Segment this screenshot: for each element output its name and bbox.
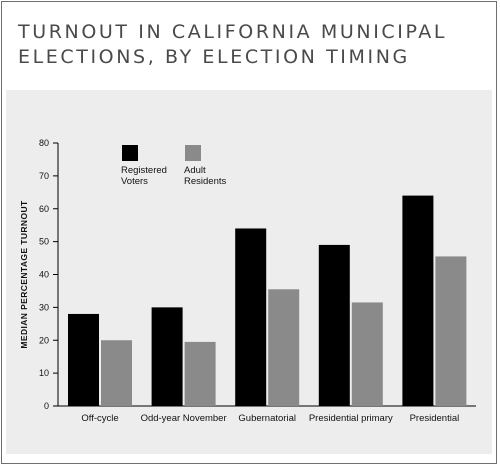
y-axis-title: MEDIAN PERCENTAGE TURNOUT	[19, 200, 29, 349]
bar-registered-voters-2	[151, 307, 183, 406]
y-tick-label: 10	[39, 368, 49, 378]
x-category-label: Presidential	[410, 413, 460, 424]
chart-title: TURNOUT IN CALIFORNIA MUNICIPAL ELECTION…	[18, 20, 447, 70]
bar-chart: 0 10 20 30 40 50 60 70 80 MEDIAN PERCENTAGE TURNO…	[19, 138, 476, 424]
bar-adult-residents-3	[268, 289, 300, 406]
bar-adult-residents-2	[184, 341, 216, 406]
legend-label: Residents	[184, 176, 226, 187]
x-category-label: Odd-year November	[141, 413, 227, 424]
y-tick-label: 40	[39, 270, 49, 280]
bar-registered-voters-3	[235, 228, 267, 406]
legend-label: Voters	[121, 176, 148, 187]
bar-registered-voters-4	[318, 244, 350, 406]
y-tick-label: 20	[39, 335, 49, 345]
legend-swatch-adult-residents	[185, 145, 201, 161]
y-tick-label: 70	[39, 171, 49, 181]
legend-label: Adult	[184, 165, 206, 176]
bars	[68, 195, 467, 406]
legend-label: Registered	[121, 165, 167, 176]
y-tick-label: 60	[39, 204, 49, 214]
x-category-label: Gubernatorial	[238, 413, 296, 424]
legend-swatch-registered-voters	[122, 145, 138, 161]
chart-title-line-2: ELECTIONS, BY ELECTION TIMING	[18, 46, 410, 68]
y-tick-label: 80	[39, 138, 49, 148]
y-tick-label: 50	[39, 237, 49, 247]
chart-title-line-1: TURNOUT IN CALIFORNIA MUNICIPAL	[18, 21, 448, 43]
y-tick-label: 30	[39, 302, 49, 312]
bar-adult-residents-5	[435, 256, 467, 406]
bar-adult-residents-4	[351, 302, 383, 406]
labels: 0 10 20 30 40 50 60 70 80 MEDIAN PERCENTAGE TURNO…	[19, 138, 459, 424]
bar-registered-voters-5	[402, 195, 434, 406]
chart-area: 0 10 20 30 40 50 60 70 80 MEDIAN PERCENTAGE TURNO…	[6, 90, 492, 454]
bar-adult-residents-1	[101, 340, 132, 406]
bar-registered-voters-1	[68, 313, 99, 406]
x-category-label: Off-cycle	[81, 413, 118, 424]
x-category-label: Presidential primary	[309, 413, 393, 424]
y-tick-label: 0	[44, 401, 49, 411]
